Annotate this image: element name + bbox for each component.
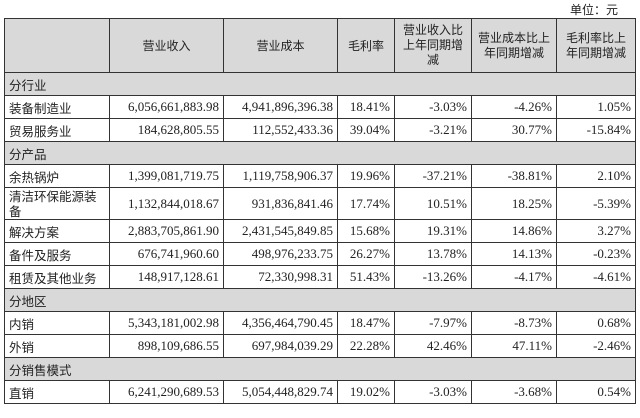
table-row: 余热锅炉 1,399,081,719.75 1,119,758,906.37 19.9… [4, 164, 636, 188]
table-cell: 13.78% [394, 242, 472, 266]
table-row: 内销 5,343,181,002.98 4,356,464,790.45 18.47%… [4, 311, 636, 335]
unit-label: 单位：元 [569, 3, 618, 17]
section-title: 分产品 [4, 141, 636, 165]
table-cell: 148,917,128.61 [109, 265, 224, 289]
table-cell: 42.46% [394, 334, 472, 358]
table-cell: 3.27% [556, 219, 636, 243]
row-label: 清洁环保能源装备 [4, 187, 110, 220]
row-label: 装备制造业 [4, 95, 110, 119]
table-cell: 5,054,448,829.74 [223, 380, 338, 404]
table-row: 清洁环保能源装备 1,132,844,018.67 931,836,841.46 17… [4, 187, 636, 220]
table-cell: 14.13% [471, 242, 557, 266]
table-cell: -13.26% [394, 265, 472, 289]
column-header [4, 18, 110, 73]
table-cell: 5,343,181,002.98 [109, 311, 224, 335]
table-cell: 112,552,433.36 [223, 118, 338, 142]
table-cell: -3.03% [394, 95, 472, 119]
row-label: 余热锅炉 [4, 164, 110, 188]
table-cell: 498,976,233.75 [223, 242, 338, 266]
table-cell: -8.73% [471, 311, 557, 335]
column-header: 营业成本比上年同期增减 [471, 18, 557, 73]
column-header: 营业收入比上年同期增减 [394, 18, 472, 73]
table-cell: 1,119,758,906.37 [223, 164, 338, 188]
table-cell: 0.68% [556, 311, 636, 335]
table-cell: 4,356,464,790.45 [223, 311, 338, 335]
table-cell: 19.02% [337, 380, 395, 404]
section-row: 分产品 [4, 141, 636, 165]
table-cell: -0.23% [556, 242, 636, 266]
table-cell: -38.81% [471, 164, 557, 188]
table-cell: -3.21% [394, 118, 472, 142]
table-cell: 2,431,545,849.85 [223, 219, 338, 243]
table-cell: 1.05% [556, 95, 636, 119]
row-label: 贸易服务业 [4, 118, 110, 142]
row-label: 直销 [4, 380, 110, 404]
table-cell: 898,109,686.55 [109, 334, 224, 358]
table-cell: 30.77% [471, 118, 557, 142]
table-row: 外销 898,109,686.55 697,984,039.29 22.28% 42.4… [4, 334, 636, 358]
table-cell: 184,628,805.55 [109, 118, 224, 142]
section-row: 分行业 [4, 72, 636, 96]
row-label: 解决方案 [4, 219, 110, 243]
table-cell: 47.11% [471, 334, 557, 358]
table-cell: 14.86% [471, 219, 557, 243]
row-label: 内销 [4, 311, 110, 335]
table-cell: 19.96% [337, 164, 395, 188]
table-cell: -4.26% [471, 95, 557, 119]
table-cell: 18.25% [471, 187, 557, 220]
header-row: 营业收入 营业成本 毛利率 营业收入比上年同期增减 营业成本比上年同期增减 毛利率比上年同… [4, 18, 636, 73]
revenue-table: 营业收入 营业成本 毛利率 营业收入比上年同期增减 营业成本比上年同期增减 毛利率比上年同… [4, 18, 636, 404]
table-cell: 22.28% [337, 334, 395, 358]
table-cell: 1,399,081,719.75 [109, 164, 224, 188]
table-cell: -4.17% [471, 265, 557, 289]
column-header: 营业收入 [109, 18, 224, 73]
table-cell: 18.41% [337, 95, 395, 119]
table-cell: -4.61% [556, 265, 636, 289]
table-cell: -3.03% [394, 380, 472, 404]
row-label: 外销 [4, 334, 110, 358]
table-cell: 931,836,841.46 [223, 187, 338, 220]
table-cell: 26.27% [337, 242, 395, 266]
table-cell: 15.68% [337, 219, 395, 243]
table-row: 直销 6,241,290,689.53 5,054,448,829.74 19.02%… [4, 380, 636, 404]
table-row: 装备制造业 6,056,661,883.98 4,941,896,396.38 18.… [4, 95, 636, 119]
table-cell: 18.47% [337, 311, 395, 335]
table-cell: 1,132,844,018.67 [109, 187, 224, 220]
column-header: 毛利率 [337, 18, 395, 73]
table-cell: 697,984,039.29 [223, 334, 338, 358]
table-cell: 10.51% [394, 187, 472, 220]
table-cell: 17.74% [337, 187, 395, 220]
table-row: 租赁及其他业务 148,917,128.61 72,330,998.31 51.43%… [4, 265, 636, 289]
table-row: 备件及服务 676,741,960.60 498,976,233.75 26.27% 1… [4, 242, 636, 266]
table-cell: 676,741,960.60 [109, 242, 224, 266]
row-label: 租赁及其他业务 [4, 265, 110, 289]
table-cell: -7.97% [394, 311, 472, 335]
column-header: 毛利率比上年同期增减 [556, 18, 636, 73]
section-row: 分地区 [4, 288, 636, 312]
table-cell: 72,330,998.31 [223, 265, 338, 289]
table-cell: 6,241,290,689.53 [109, 380, 224, 404]
table-cell: -3.68% [471, 380, 557, 404]
table-cell: 0.54% [556, 380, 636, 404]
table-cell: 19.31% [394, 219, 472, 243]
table-cell: 2.10% [556, 164, 636, 188]
table-cell: -2.46% [556, 334, 636, 358]
section-row: 分销售模式 [4, 357, 636, 381]
row-label: 备件及服务 [4, 242, 110, 266]
table-cell: 4,941,896,396.38 [223, 95, 338, 119]
table-row: 贸易服务业 184,628,805.55 112,552,433.36 39.04% -… [4, 118, 636, 142]
column-header: 营业成本 [223, 18, 338, 73]
section-title: 分销售模式 [4, 357, 636, 381]
table-cell: 39.04% [337, 118, 395, 142]
table-cell: 2,883,705,861.90 [109, 219, 224, 243]
table-cell: -15.84% [556, 118, 636, 142]
table-cell: -37.21% [394, 164, 472, 188]
table-cell: 51.43% [337, 265, 395, 289]
table-cell: 6,056,661,883.98 [109, 95, 224, 119]
section-title: 分行业 [4, 72, 636, 96]
table-cell: -5.39% [556, 187, 636, 220]
section-title: 分地区 [4, 288, 636, 312]
table-row: 解决方案 2,883,705,861.90 2,431,545,849.85 15.6… [4, 219, 636, 243]
